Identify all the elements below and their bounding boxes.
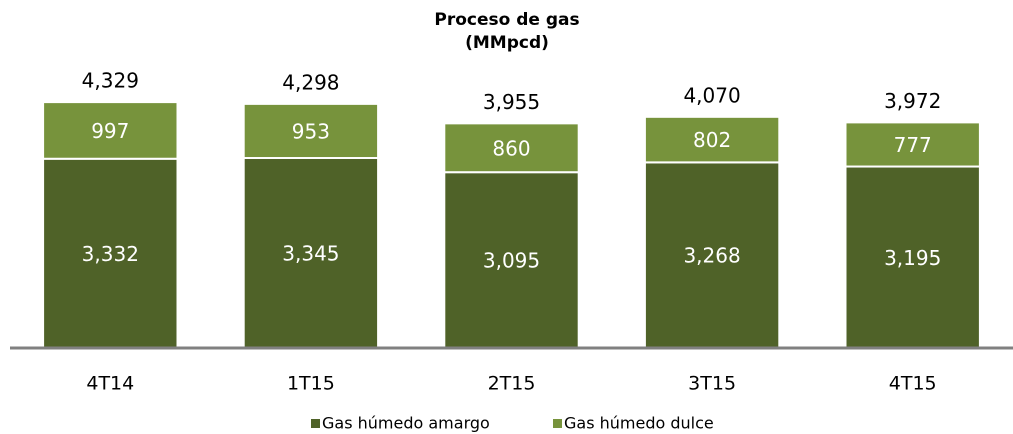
- legend-swatch: [553, 419, 562, 428]
- bar-segment: [643, 115, 781, 164]
- total-label: 3,955: [483, 90, 540, 114]
- bar-segment: [42, 157, 179, 349]
- legend-label: Gas húmedo amargo: [322, 414, 490, 433]
- bar-value-label: 860: [492, 136, 530, 160]
- bar-value-label: 3,268: [683, 244, 740, 268]
- x-tick-label: 3T15: [688, 373, 736, 395]
- bar-value-label: 3,332: [82, 242, 139, 266]
- bar-segment: [844, 121, 981, 168]
- total-label: 4,329: [82, 69, 139, 93]
- x-tick-label: 4T14: [86, 373, 134, 395]
- x-tick-label: 1T15: [287, 373, 335, 395]
- bar-segment: [443, 122, 580, 174]
- chart-subtitle: (MMpcd): [465, 33, 549, 53]
- legend-swatch: [311, 419, 320, 428]
- x-tick-label: 2T15: [488, 373, 536, 395]
- bar-value-label: 953: [292, 119, 330, 143]
- legend-label: Gas húmedo dulce: [564, 414, 714, 433]
- bar-value-label: 997: [91, 119, 129, 143]
- bar-segment: [443, 171, 580, 349]
- bar-segment: [42, 101, 179, 160]
- bar-value-label: 3,195: [884, 246, 941, 270]
- bar-value-label: 3,345: [282, 242, 339, 266]
- total-label: 4,070: [683, 83, 740, 107]
- total-label: 3,972: [884, 89, 941, 113]
- x-tick-label: 4T15: [889, 373, 937, 395]
- bar-segment: [242, 102, 380, 160]
- total-label: 4,298: [282, 70, 339, 94]
- bar-value-label: 3,095: [483, 249, 540, 273]
- bar-value-label: 777: [894, 133, 932, 157]
- chart-title: Proceso de gas: [434, 10, 579, 30]
- bar-value-label: 802: [693, 128, 731, 152]
